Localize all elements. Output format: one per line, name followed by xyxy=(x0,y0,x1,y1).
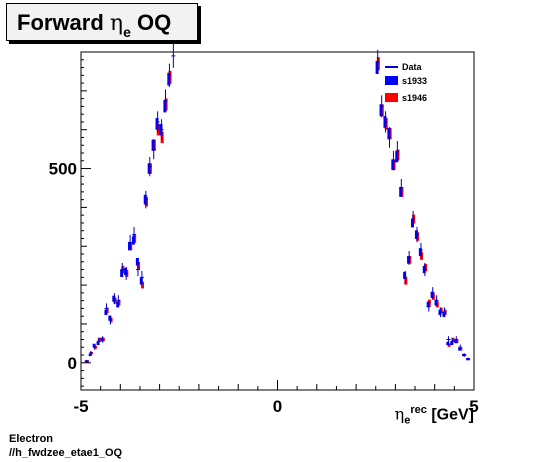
s1946-point xyxy=(141,281,145,289)
s1933-point xyxy=(387,127,391,140)
s1933-point xyxy=(151,139,155,151)
y-tick-label: 500 xyxy=(49,160,77,179)
y-tick-label: 0 xyxy=(68,354,77,373)
s1933-point xyxy=(96,341,100,346)
x-axis-label: ηerec [GeV] xyxy=(395,404,474,427)
s1933-point xyxy=(418,248,422,257)
s1933-point xyxy=(450,341,454,346)
chart-marks xyxy=(84,43,471,363)
s1933-point xyxy=(399,186,403,197)
title-sub: e xyxy=(123,24,131,40)
legend-s1933-swatch xyxy=(385,76,398,85)
s1933-point xyxy=(135,258,139,266)
s1933-point xyxy=(116,301,120,308)
s1933-point xyxy=(88,353,92,357)
legend: Data s1933 s1946 xyxy=(385,62,427,103)
x-axis-sub: e xyxy=(404,414,411,427)
s1933-point xyxy=(446,341,450,346)
s1946-point xyxy=(97,337,101,342)
s1933-point xyxy=(108,315,112,321)
s1933-point xyxy=(131,236,135,245)
title-suffix: OQ xyxy=(137,10,172,35)
legend-data-label: Data xyxy=(402,62,423,72)
x-tick-label: -5 xyxy=(73,397,88,416)
title-greek: η xyxy=(109,11,124,36)
x-axis-unit: [GeV] xyxy=(431,406,474,424)
axes: -5 0 5 0 500 xyxy=(49,59,479,416)
s1946-point xyxy=(451,337,455,342)
s1933-point xyxy=(407,256,411,264)
x-tick-label: 5 xyxy=(469,397,478,416)
s1933-point xyxy=(426,301,430,308)
legend-s1946-swatch xyxy=(385,93,398,102)
footer: Electron //h_fwdzee_etae1_OQ xyxy=(9,432,122,460)
s1933-point xyxy=(403,271,407,279)
x-axis-greek: η xyxy=(394,404,405,424)
s1933-point xyxy=(430,291,434,298)
s1933-point xyxy=(395,151,399,163)
title-main: Forward xyxy=(17,10,104,35)
x-tick-label: 0 xyxy=(273,397,282,416)
s1933-point xyxy=(128,242,132,251)
s1933-point xyxy=(391,159,395,170)
s1933-point xyxy=(458,347,462,351)
s1933-point xyxy=(104,309,108,315)
s1946-point xyxy=(404,277,408,285)
s1933-point xyxy=(155,118,159,130)
footer-line1: Electron xyxy=(9,433,54,445)
s1946-point xyxy=(160,131,164,144)
x-axis-sup: rec xyxy=(410,404,427,416)
legend-s1933-label: s1933 xyxy=(402,76,427,86)
s1933-point xyxy=(410,218,414,228)
s1933-point xyxy=(147,163,151,174)
s1933-point xyxy=(124,267,128,276)
s1933-point xyxy=(120,269,124,278)
legend-s1946-label: s1946 xyxy=(402,93,427,103)
s1933-point xyxy=(442,311,446,317)
s1933-point xyxy=(163,100,167,113)
footer-line2: //h_fwdzee_etae1_OQ xyxy=(9,447,123,459)
s1933-point xyxy=(454,339,458,344)
s1946-point xyxy=(137,261,141,270)
chart-title: Forward ηe OQ xyxy=(6,3,198,41)
s1933-point xyxy=(167,72,171,86)
s1933-point xyxy=(379,104,383,117)
s1933-point xyxy=(434,299,438,306)
s1933-point xyxy=(375,61,379,75)
s1933-point xyxy=(139,277,143,285)
s1933-point xyxy=(92,343,96,347)
s1946-point xyxy=(447,343,451,347)
